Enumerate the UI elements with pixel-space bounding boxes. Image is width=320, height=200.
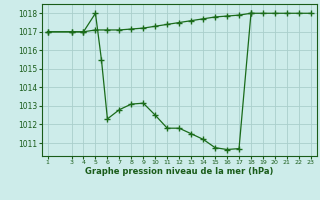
X-axis label: Graphe pression niveau de la mer (hPa): Graphe pression niveau de la mer (hPa) bbox=[85, 167, 273, 176]
